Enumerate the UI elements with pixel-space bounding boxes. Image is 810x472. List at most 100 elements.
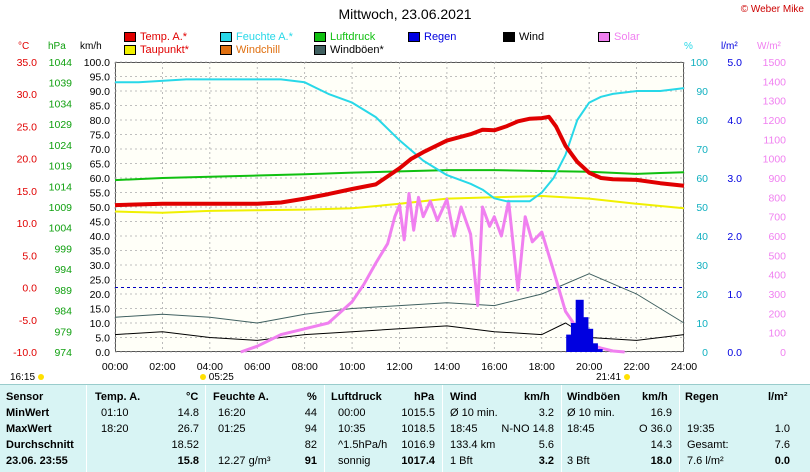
pressure-tick-label: 1009	[49, 202, 73, 214]
temp-value: 18.52	[171, 439, 199, 451]
humidity-value: 44	[304, 407, 317, 419]
wind-tick-label: 90.0	[90, 86, 111, 98]
pressure-axis-unit: hPa	[48, 41, 66, 52]
pressure-tick-label: 979	[54, 326, 72, 338]
rain-desc: 19:35	[687, 423, 715, 435]
pressure-tick-label: 1034	[49, 98, 73, 110]
col-header-rain: Regen	[685, 391, 719, 403]
rain-desc: 7.6 l/m²	[687, 455, 724, 467]
wind-value: 5.6	[538, 439, 554, 451]
solar-axis-unit: W/m²	[757, 41, 781, 52]
x-tick-label: 02:00	[149, 361, 175, 373]
solar-tick-label: 200	[768, 308, 786, 320]
temp-tick-label: 15.0	[17, 186, 38, 198]
row-label: MaxWert	[6, 423, 52, 435]
wind-tick-label: 0.0	[95, 347, 110, 359]
humidity-tick-label: 90	[696, 86, 708, 98]
pressure-value: 1017.4	[401, 455, 435, 467]
credit-label: © Weber Mike	[740, 4, 804, 15]
temp-tick-label: 25.0	[17, 121, 38, 133]
wind-value: 3.2	[538, 407, 554, 419]
solar-tick-label: 800	[768, 192, 786, 204]
humidity-tick-label: 80	[696, 115, 708, 127]
wind-axis-unit: km/h	[80, 41, 102, 52]
humidity-tick-label: 40	[696, 231, 708, 243]
sunrise-label: 05:25	[200, 372, 234, 383]
humidity-tick-label: 0	[702, 347, 708, 359]
pressure-tick-label: 1044	[49, 57, 73, 69]
col-header-sensor: Sensor	[6, 391, 44, 403]
gust-series-line	[114, 273, 685, 324]
row-label: 23.06. 23:55	[6, 455, 68, 467]
legend-rain: Regen	[408, 31, 456, 43]
wind-desc: 18:45	[450, 423, 478, 435]
temp-tick-label: 10.0	[17, 218, 38, 230]
col-header-humidity-unit: %	[307, 391, 317, 403]
wind-tick-label: 40.0	[90, 231, 111, 243]
gust-direction: O 36.0	[638, 423, 672, 435]
rain-value: 7.6	[774, 439, 790, 451]
temperature-series-line	[114, 114, 685, 208]
x-tick-label: 16:00	[481, 361, 507, 373]
sunrise-time: 05:25	[208, 372, 234, 383]
pressure-tick-label: 989	[54, 285, 72, 297]
temp-time: 01:10	[101, 407, 129, 419]
temp-value: 14.8	[177, 407, 199, 419]
solar-tick-label: 1100	[763, 134, 786, 146]
legend-swatch	[124, 45, 136, 55]
solar-tick-label: 100	[768, 328, 786, 340]
rain-bar	[575, 299, 584, 352]
pressure-tick-label: 999	[54, 243, 72, 255]
legend-swatch	[598, 32, 610, 42]
rain-tick-label: 4.0	[727, 115, 742, 127]
wind-tick-label: 5.0	[95, 333, 110, 345]
rain-bar	[585, 328, 594, 352]
pressure-tick-label: 1039	[49, 78, 73, 90]
sun-icon	[623, 374, 630, 381]
wind-desc: 1 Bft	[450, 455, 473, 467]
x-tick-label: 22:00	[623, 361, 649, 373]
rain-value: 0.0	[774, 455, 790, 467]
chart-title: Mittwoch, 23.06.2021	[338, 6, 472, 22]
pressure-value: 1018.5	[401, 423, 435, 435]
sun-icon	[37, 374, 44, 381]
pressure-value: 1016.9	[401, 439, 435, 451]
solar-tick-label: 1300	[763, 96, 787, 108]
humidity-tick-label: 20	[696, 289, 708, 301]
temp-tick-label: 30.0	[17, 89, 38, 101]
temp-axis-unit: °C	[18, 41, 30, 52]
pressure-time: sonnig	[338, 455, 371, 467]
legend-label: Wind	[519, 31, 545, 43]
x-tick-label: 04:00	[197, 361, 223, 373]
sunset-prev-time: 16:15	[10, 372, 36, 383]
wind-tick-label: 25.0	[90, 275, 111, 287]
pressure-value: 1015.5	[401, 407, 435, 419]
solar-tick-label: 0	[780, 347, 786, 359]
temp-tick-label: -5.0	[19, 315, 37, 327]
wind-tick-label: 70.0	[90, 144, 111, 156]
x-tick-label: 08:00	[292, 361, 318, 373]
legend-label: Solar	[614, 31, 640, 43]
legend-swatch	[220, 45, 232, 55]
legend-label: Regen	[424, 31, 457, 43]
row-label: MinWert	[6, 407, 50, 419]
legend-swatch	[124, 32, 136, 42]
gust-value: 14.3	[650, 439, 672, 451]
pressure-time: 10:35	[338, 423, 366, 435]
humidity-value: 94	[304, 423, 317, 435]
legend-label: Taupunkt*	[140, 44, 189, 56]
sunset-time: 21:41	[596, 372, 622, 383]
temp-time: 18:20	[101, 423, 129, 435]
humidity-tick-label: 30	[696, 260, 708, 272]
solar-tick-label: 900	[768, 173, 786, 185]
gust-value: 16.9	[650, 407, 672, 419]
temp-tick-label: 0.0	[22, 283, 37, 295]
legend-dewpoint: Taupunkt*	[124, 44, 189, 56]
col-header-wind: Wind	[450, 391, 477, 403]
col-header-gusts-unit: km/h	[642, 391, 668, 403]
rain-tick-label: 5.0	[727, 57, 742, 69]
humidity-tick-label: 10	[696, 318, 708, 330]
legend-humidity: Feuchte A.*	[220, 31, 293, 43]
solar-tick-label: 1400	[763, 76, 787, 88]
statistics-table: Sensor Temp. A. °C Feuchte A. % Luftdruc…	[0, 384, 810, 472]
